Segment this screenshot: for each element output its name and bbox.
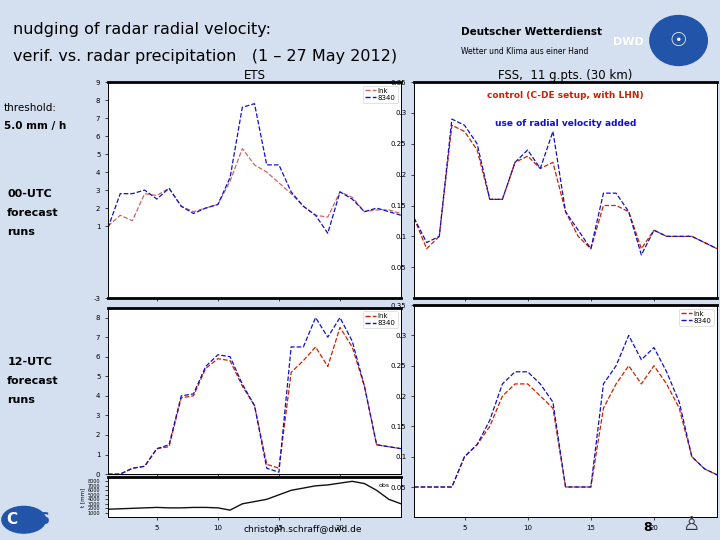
Circle shape	[2, 507, 45, 533]
Text: 8: 8	[644, 521, 652, 534]
Text: verif. vs. radar precipitation   (1 – 27 May 2012): verif. vs. radar precipitation (1 – 27 M…	[13, 49, 397, 64]
Text: threshold:: threshold:	[4, 103, 57, 113]
Legend: lnk, 8340: lnk, 8340	[363, 85, 397, 103]
Title: ETS: ETS	[243, 69, 266, 82]
Text: ♙: ♙	[683, 515, 700, 534]
Text: use of radial velocity added: use of radial velocity added	[495, 119, 636, 128]
Text: C: C	[6, 512, 17, 527]
Text: christoph.schraff@dwd.de: christoph.schraff@dwd.de	[243, 524, 361, 534]
Text: Deutscher Wetterdienst: Deutscher Wetterdienst	[461, 28, 602, 37]
Y-axis label: t [mm]: t [mm]	[80, 488, 85, 507]
Text: obs: obs	[378, 483, 390, 488]
Text: runs: runs	[7, 227, 35, 237]
Text: runs: runs	[7, 395, 35, 404]
Legend: lnk, 8340: lnk, 8340	[679, 308, 714, 326]
Text: nudging of radar radial velocity:: nudging of radar radial velocity:	[13, 22, 271, 37]
Text: control (C-DE setup, with LHN): control (C-DE setup, with LHN)	[487, 91, 644, 100]
Text: 12-UTC: 12-UTC	[7, 357, 53, 367]
Text: ☉: ☉	[670, 31, 688, 50]
Text: Wetter und Klima aus einer Hand: Wetter und Klima aus einer Hand	[461, 47, 588, 56]
Text: forecast: forecast	[7, 208, 59, 218]
Text: 00-UTC: 00-UTC	[7, 190, 52, 199]
Text: DWD: DWD	[613, 37, 644, 47]
Text: S: S	[40, 512, 50, 527]
Text: 5.0 mm / h: 5.0 mm / h	[4, 121, 66, 131]
Legend: lnk, 8340: lnk, 8340	[363, 311, 397, 328]
Title: FSS,  11 g.pts. (30 km): FSS, 11 g.pts. (30 km)	[498, 69, 633, 82]
Text: forecast: forecast	[7, 376, 59, 386]
Circle shape	[650, 16, 707, 65]
